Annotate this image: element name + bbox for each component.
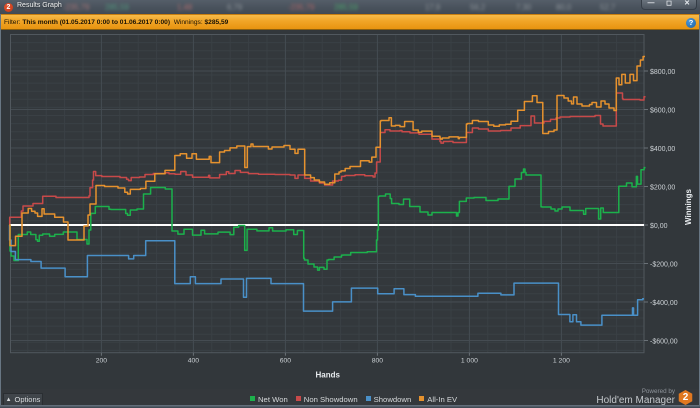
svg-text:1 000: 1 000 [461,358,478,365]
svg-text:-$200,00: -$200,00 [650,262,678,269]
svg-text:-$400,00: -$400,00 [650,300,678,307]
svg-text:$200,00: $200,00 [650,185,675,192]
svg-text:$600,00: $600,00 [650,108,675,115]
svg-text:400: 400 [188,358,200,365]
svg-text:$400,00: $400,00 [650,146,675,153]
svg-text:800: 800 [372,358,384,365]
svg-text:1 200: 1 200 [553,358,570,365]
svg-text:600: 600 [280,358,292,365]
svg-text:Winnings: Winnings [684,188,693,224]
svg-text:$0,00: $0,00 [650,223,668,230]
svg-text:200: 200 [96,358,108,365]
svg-text:$800,00: $800,00 [650,69,675,76]
svg-text:Hands: Hands [315,371,340,380]
svg-text:-$600,00: -$600,00 [650,339,678,346]
